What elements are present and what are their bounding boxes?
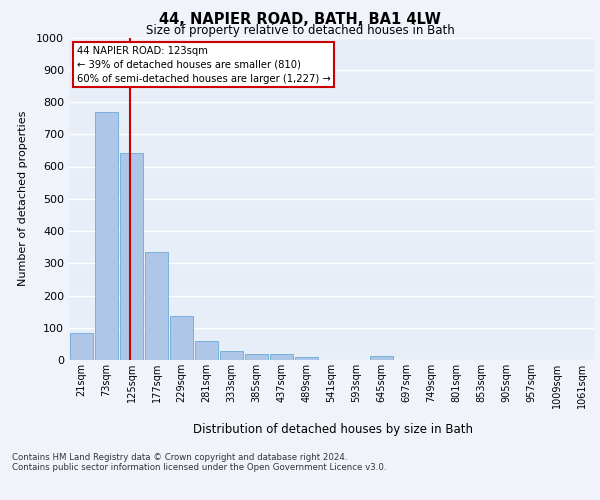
Text: Contains HM Land Registry data © Crown copyright and database right 2024.: Contains HM Land Registry data © Crown c…: [12, 454, 347, 462]
Bar: [70, 333, 93, 360]
Text: Contains public sector information licensed under the Open Government Licence v3: Contains public sector information licen…: [12, 464, 386, 472]
Bar: [170, 316, 193, 360]
Bar: [145, 252, 168, 360]
Bar: [270, 354, 293, 360]
Bar: [370, 356, 393, 360]
Text: 44 NAPIER ROAD: 123sqm
← 39% of detached houses are smaller (810)
60% of semi-de: 44 NAPIER ROAD: 123sqm ← 39% of detached…: [77, 46, 331, 84]
Bar: [220, 352, 243, 360]
Y-axis label: Number of detached properties: Number of detached properties: [18, 111, 28, 286]
Bar: [295, 357, 318, 360]
Bar: [95, 112, 118, 360]
Bar: [120, 152, 143, 360]
Text: 44, NAPIER ROAD, BATH, BA1 4LW: 44, NAPIER ROAD, BATH, BA1 4LW: [159, 12, 441, 28]
Text: Size of property relative to detached houses in Bath: Size of property relative to detached ho…: [146, 24, 454, 37]
Bar: [195, 340, 218, 360]
Text: Distribution of detached houses by size in Bath: Distribution of detached houses by size …: [193, 422, 473, 436]
Bar: [245, 354, 268, 360]
